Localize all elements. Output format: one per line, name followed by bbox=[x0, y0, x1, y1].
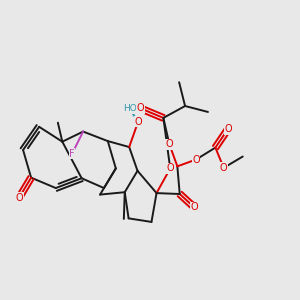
Text: O: O bbox=[167, 164, 174, 173]
Text: O: O bbox=[166, 139, 173, 149]
Text: O: O bbox=[137, 103, 144, 113]
Text: O: O bbox=[134, 117, 142, 127]
Text: O: O bbox=[192, 154, 200, 164]
Text: O: O bbox=[220, 163, 227, 173]
Text: HO: HO bbox=[123, 104, 137, 113]
Text: O: O bbox=[190, 202, 198, 212]
Text: F: F bbox=[69, 148, 75, 159]
Text: O: O bbox=[15, 193, 23, 202]
Text: O: O bbox=[224, 124, 232, 134]
